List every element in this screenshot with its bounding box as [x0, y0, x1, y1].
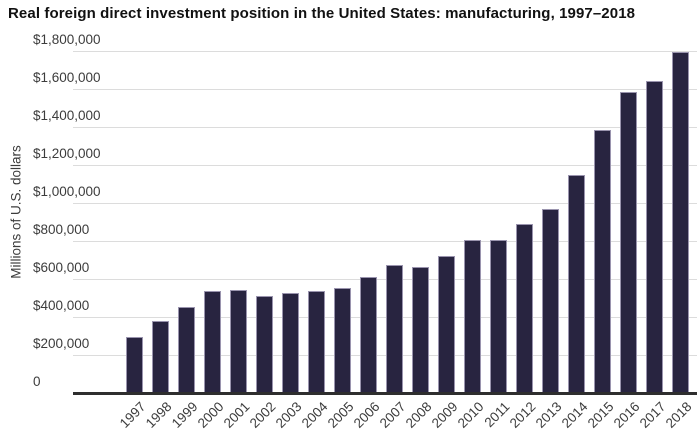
bar-2001	[229, 290, 247, 393]
y-gridline	[73, 355, 697, 356]
chart-title: Real foreign direct investment position …	[8, 5, 636, 22]
bar-2002	[255, 296, 273, 393]
y-gridline	[73, 279, 697, 280]
y-tick-label: 0	[33, 374, 41, 389]
y-axis-title: Millions of U.S. dollars	[8, 145, 24, 279]
y-tick-label: $1,400,000	[33, 108, 101, 123]
bar-2007	[385, 264, 403, 393]
y-gridline	[73, 241, 697, 242]
bar-2009	[437, 256, 455, 393]
y-tick-label: $400,000	[33, 298, 90, 313]
bar-2018	[671, 51, 689, 393]
bar-2017	[645, 81, 663, 393]
bar-2014	[567, 175, 585, 393]
bar-2006	[359, 277, 377, 393]
bar-2013	[541, 208, 559, 393]
y-gridline	[73, 165, 697, 166]
bar-1999	[177, 306, 195, 393]
bar-2016	[619, 91, 637, 393]
bar-2015	[593, 129, 611, 393]
bar-2005	[333, 287, 351, 393]
x-axis-line	[73, 392, 697, 395]
bar-1998	[151, 320, 169, 393]
y-gridline	[73, 317, 697, 318]
bar-2000	[203, 291, 221, 393]
y-tick-label: $200,000	[33, 336, 90, 351]
bar-2010	[463, 240, 481, 393]
bar-1997	[125, 336, 143, 393]
y-tick-label: $1,000,000	[33, 184, 101, 199]
bar-2004	[307, 291, 325, 393]
bar-2003	[281, 293, 299, 393]
y-gridline	[73, 89, 697, 90]
y-gridline	[73, 203, 697, 204]
y-gridline	[73, 51, 697, 52]
y-tick-label: $1,600,000	[33, 70, 101, 85]
y-tick-label: $600,000	[33, 260, 90, 275]
y-tick-label: $800,000	[33, 222, 90, 237]
y-tick-label: $1,200,000	[33, 146, 101, 161]
y-gridline	[73, 127, 697, 128]
bar-2008	[411, 266, 429, 393]
y-tick-label: $1,800,000	[33, 32, 101, 47]
bar-2011	[489, 240, 507, 393]
bar-2012	[515, 223, 533, 393]
